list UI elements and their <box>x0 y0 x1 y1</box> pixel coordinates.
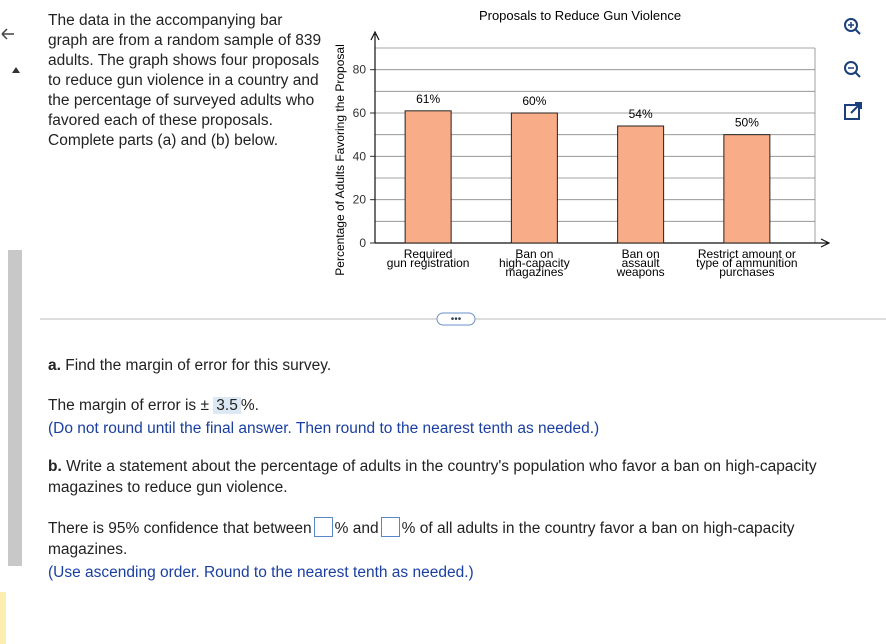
expand-button[interactable] <box>436 312 476 326</box>
y-tick-label: 20 <box>353 193 367 207</box>
bar <box>510 112 558 244</box>
x-tick-label: Required <box>404 247 453 261</box>
expand-dots: ••• <box>451 314 462 325</box>
bar <box>617 125 665 244</box>
answer-value[interactable]: 3.5 <box>213 397 241 414</box>
y-tick-label: 60 <box>353 106 367 120</box>
value-label: 50% <box>735 116 759 130</box>
scroll-up[interactable] <box>12 67 20 73</box>
part-b-text: Write a statement about the percentage o… <box>48 458 817 496</box>
x-tick-label: Ban on <box>515 247 553 261</box>
scrollbar[interactable] <box>8 250 22 566</box>
x-tick-label: gun registration <box>387 256 470 270</box>
x-tick-label: Restrict amount or <box>698 247 796 261</box>
back-arrow[interactable] <box>1 28 14 40</box>
problem-text: The data in the accompanying bar graph a… <box>48 12 322 149</box>
answer-suffix: %. <box>240 397 259 414</box>
side-marker <box>0 592 6 644</box>
statement-1: There is 95% confidence that between <box>48 520 312 537</box>
part-b-hint: (Use ascending order. Round to the neare… <box>48 564 474 581</box>
part-a-label: a. <box>48 357 61 374</box>
y-tick-label: 0 <box>359 236 366 250</box>
value-label: 60% <box>522 94 546 108</box>
value-label: 54% <box>629 107 653 121</box>
part-b-label: b. <box>48 458 62 475</box>
y-axis-label: Percentage of Adults Favoring the Propos… <box>333 44 347 275</box>
y-tick-label: 80 <box>353 63 367 77</box>
answer-prefix: The margin of error is ± <box>48 397 209 414</box>
part-a-hint: (Do not round until the final answer. Th… <box>48 420 600 437</box>
statement-2: % and <box>334 520 379 537</box>
input-lower[interactable] <box>313 517 333 537</box>
x-tick-label: type of ammunition <box>696 256 797 270</box>
zoom-in[interactable] <box>844 18 861 35</box>
part-a-answer-line: The margin of error is ± 3.5%. <box>48 395 259 416</box>
part-a-question: a. Find the margin of error for this sur… <box>48 355 331 376</box>
statement-3: % of all adults in the country favor a b… <box>48 520 795 558</box>
y-tick-label: 40 <box>353 149 367 163</box>
y-axis <box>370 30 380 243</box>
input-upper[interactable] <box>380 517 400 537</box>
chart-title: Proposals to Reduce Gun Violence <box>479 8 681 23</box>
open-external[interactable] <box>844 102 862 120</box>
part-b-statement: There is 95% confidence that between % an… <box>48 517 858 560</box>
x-tick-label: purchases <box>719 265 774 279</box>
chart: Proposals to Reduce Gun Violence Percent… <box>333 8 831 279</box>
bar <box>723 134 771 244</box>
part-b-question: b. Write a statement about the percentag… <box>48 456 868 498</box>
bar <box>404 110 452 244</box>
value-label: 61% <box>416 92 440 106</box>
x-tick-label: weapons <box>616 265 665 279</box>
x-tick-label: high-capacity <box>499 256 570 270</box>
zoom-out[interactable] <box>844 61 861 78</box>
part-a-text: Find the margin of error for this survey… <box>65 357 332 374</box>
x-tick-label: magazines <box>505 265 563 279</box>
x-tick-label: Ban on <box>622 247 660 261</box>
x-tick-label: assault <box>622 256 661 270</box>
